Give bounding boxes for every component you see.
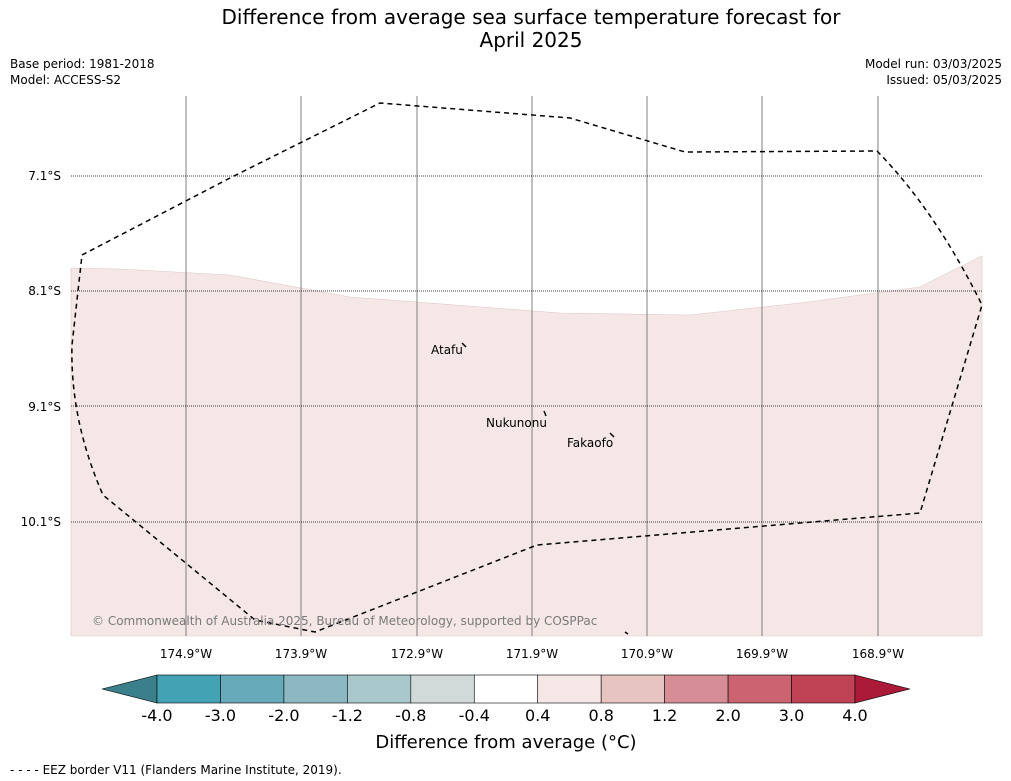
colorbar-cell-4 [410,674,475,704]
colorbar-cell-5 [473,674,539,704]
model-name: Model: ACCESS-S2 [10,73,122,87]
meta-left: Base period: 1981-2018 Model: ACCESS-S2 [10,56,155,88]
colorbar-cell-9 [727,674,792,704]
anomaly-region [70,255,983,637]
map-title: Difference from average sea surface temp… [0,6,1011,52]
colorbar-cell-8 [664,674,729,704]
colorbar-tick-9: 2.0 [715,706,741,725]
lon-label-174-9: 174.9°W [159,647,213,661]
colorbar-tick-3: -1.2 [331,706,363,725]
lat-label-7-1: 7.1°S [28,169,61,183]
colorbar-cell-0 [156,674,221,704]
place-label-atafu: Atafu [431,343,463,357]
lon-label-171-9: 171.9°W [505,647,559,661]
copyright-notice: © Commonwealth of Australia 2025, Bureau… [92,614,598,628]
lon-label-173-9: 173.9°W [274,647,328,661]
colorbar-tick-6: 0.4 [524,706,551,725]
colorbar-tick-4: -0.8 [395,706,427,725]
swains-island-shape [624,631,629,635]
model-run: Model run: 03/03/2025 [864,57,1002,71]
colorbar-tick-11: 4.0 [842,706,868,725]
issued-date: Issued: 05/03/2025 [886,73,1002,87]
lon-label-172-9: 172.9°W [390,647,444,661]
meridian-lines [185,96,879,636]
atafu-island-shape [461,342,467,348]
lat-label-8-1: 8.1°S [28,284,61,298]
lon-label-168-9: 168.9°W [851,647,905,661]
colorbar-cell-2 [283,674,348,704]
lon-label-169-9: 169.9°W [735,647,789,661]
colorbar-extend-high [854,674,911,704]
colorbar-cell-3 [347,674,412,704]
colorbar [101,674,911,704]
colorbar-cell-1 [220,674,285,704]
title-line-1: Difference from average sea surface temp… [221,5,841,29]
colorbar-tick-5: -0.4 [458,706,490,725]
colorbar-tick-1: -3.0 [204,706,237,725]
eez-legend: - - - - EEZ border V11 (Flanders Marine … [10,763,342,777]
colorbar-tick-2: -2.0 [268,706,300,725]
colorbar-tick-10: 3.0 [778,706,805,725]
colorbar-tick-8: 1.2 [651,706,678,725]
eez-border [71,102,983,633]
colorbar-tick-7: 0.8 [588,706,614,725]
meta-right: Model run: 03/03/2025 Issued: 05/03/2025 [865,56,1002,88]
colorbar-cell-7 [600,674,665,704]
colorbar-tick-0: -4.0 [141,706,173,725]
place-label-nukunonu: Nukunonu [486,416,547,430]
colorbar-extend-low [101,674,158,704]
lon-label-170-9: 170.9°W [620,647,674,661]
place-label-fakaofo: Fakaofo [567,436,614,450]
nukunonu-island-shape [543,410,547,417]
colorbar-cell-10 [791,674,856,704]
lat-label-9-1: 9.1°S [28,400,61,414]
lat-label-10-1: 10.1°S [20,515,61,529]
fakaofo-island-shape [609,432,615,438]
colorbar-label: Difference from average (°C) [375,732,637,753]
title-line-2: April 2025 [479,28,583,52]
colorbar-cell-6 [537,674,602,704]
base-period: Base period: 1981-2018 [10,57,155,71]
